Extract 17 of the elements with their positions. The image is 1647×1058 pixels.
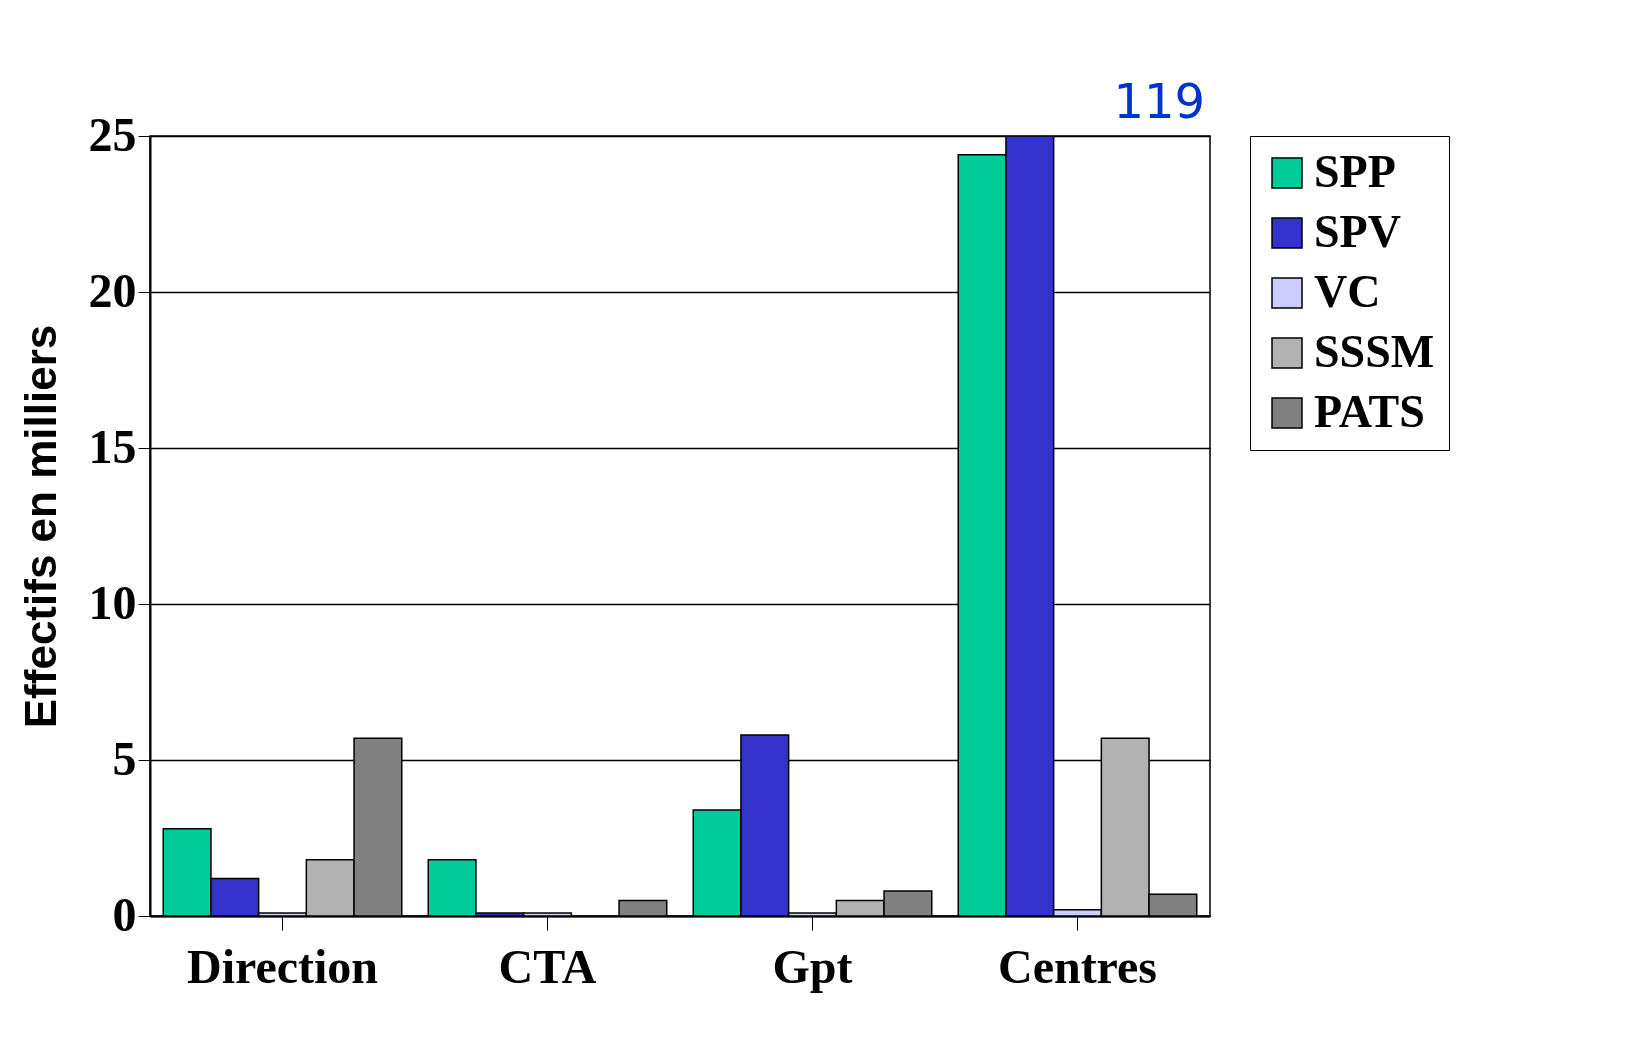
y-axis-title: Effectifs en milliers — [15, 324, 65, 729]
y-tick-label: 20 — [88, 263, 137, 317]
y-tick-label: 10 — [88, 575, 137, 629]
x-tick-label: Gpt — [772, 939, 853, 993]
legend-label: SSSM — [1314, 326, 1435, 377]
legend-label: SPV — [1314, 206, 1401, 257]
y-tick-label: 0 — [112, 887, 137, 941]
x-tick-label: CTA — [498, 939, 597, 993]
y-tick-label: 15 — [88, 419, 137, 473]
legend-label: VC — [1314, 266, 1381, 317]
text: 119 — [1113, 73, 1205, 129]
x-tick-label: Direction — [186, 939, 379, 993]
y-tick-label: 25 — [88, 107, 137, 161]
y-tick-label: 5 — [112, 731, 137, 785]
x-tick-label: Centres — [997, 939, 1158, 993]
legend-label: PATS — [1314, 386, 1425, 437]
legend-label: SPP — [1314, 146, 1396, 197]
